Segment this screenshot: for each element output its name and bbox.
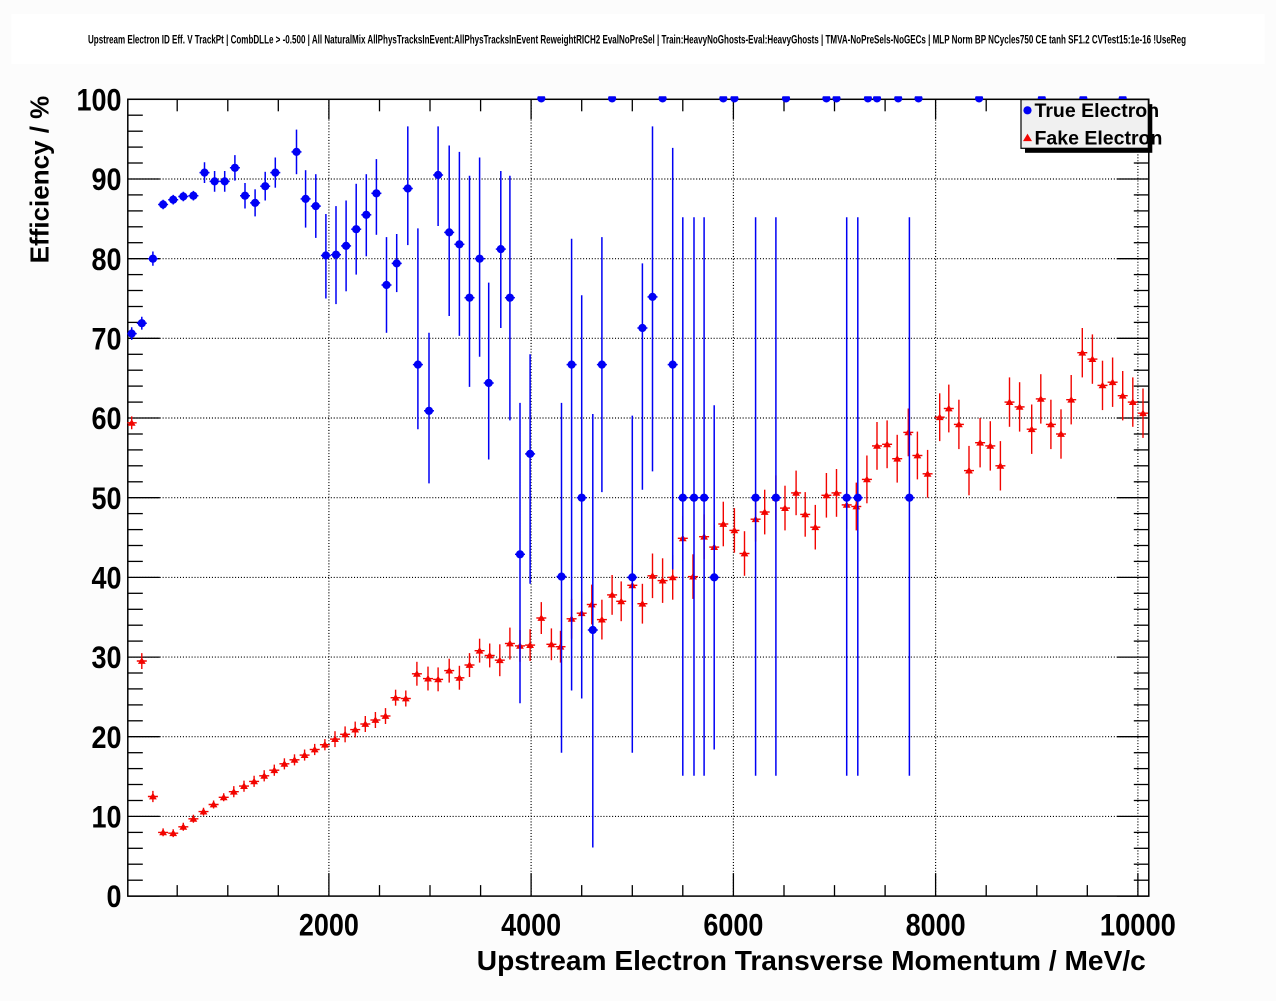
svg-text:4000: 4000 bbox=[501, 907, 561, 943]
svg-text:True Electron: True Electron bbox=[1035, 100, 1160, 122]
svg-text:30: 30 bbox=[92, 639, 122, 675]
svg-text:80: 80 bbox=[92, 241, 122, 277]
svg-text:10: 10 bbox=[92, 799, 122, 835]
svg-text:8000: 8000 bbox=[906, 907, 966, 943]
svg-text:70: 70 bbox=[92, 320, 122, 356]
svg-text:40: 40 bbox=[92, 560, 122, 596]
svg-text:20: 20 bbox=[92, 719, 122, 755]
svg-text:Upstream Electron Transverse M: Upstream Electron Transverse Momentum / … bbox=[477, 945, 1146, 976]
svg-text:6000: 6000 bbox=[703, 907, 763, 943]
svg-text:2000: 2000 bbox=[299, 907, 359, 943]
svg-text:60: 60 bbox=[92, 400, 122, 436]
svg-text:10000: 10000 bbox=[1100, 907, 1176, 943]
svg-text:0: 0 bbox=[107, 878, 122, 914]
svg-text:Fake Electron: Fake Electron bbox=[1035, 127, 1163, 149]
svg-text:Upstream Electron ID Eff. V Tr: Upstream Electron ID Eff. V TrackPt | Co… bbox=[88, 35, 1186, 47]
svg-text:90: 90 bbox=[92, 161, 122, 197]
svg-text:Efficiency / %: Efficiency / % bbox=[25, 96, 55, 264]
svg-text:100: 100 bbox=[77, 81, 122, 117]
svg-text:50: 50 bbox=[92, 480, 122, 516]
